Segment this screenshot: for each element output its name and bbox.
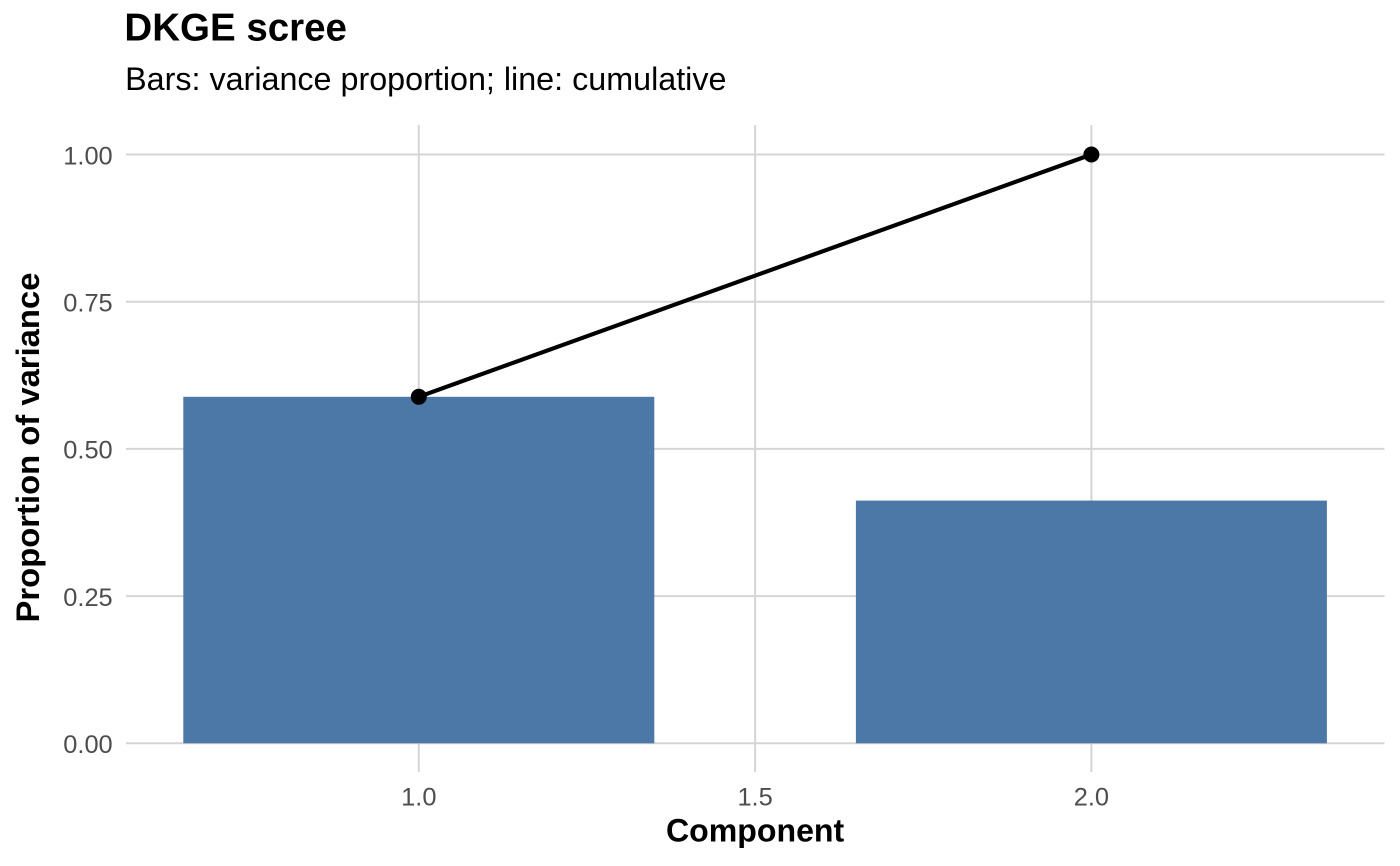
svg-text:1.5: 1.5 [737, 784, 772, 812]
svg-text:0.25: 0.25 [63, 584, 112, 612]
svg-text:Component: Component [666, 813, 845, 849]
svg-text:0.75: 0.75 [63, 290, 112, 318]
svg-text:DKGE scree: DKGE scree [124, 6, 347, 49]
svg-text:1.00: 1.00 [63, 142, 112, 170]
svg-text:2.0: 2.0 [1074, 784, 1109, 812]
svg-text:Proportion of variance: Proportion of variance [9, 273, 46, 623]
svg-text:Bars: variance proportion; lin: Bars: variance proportion; line: cumulat… [125, 61, 726, 97]
svg-text:1.0: 1.0 [401, 784, 436, 812]
svg-text:0.50: 0.50 [63, 437, 112, 465]
svg-text:0.00: 0.00 [63, 731, 112, 759]
